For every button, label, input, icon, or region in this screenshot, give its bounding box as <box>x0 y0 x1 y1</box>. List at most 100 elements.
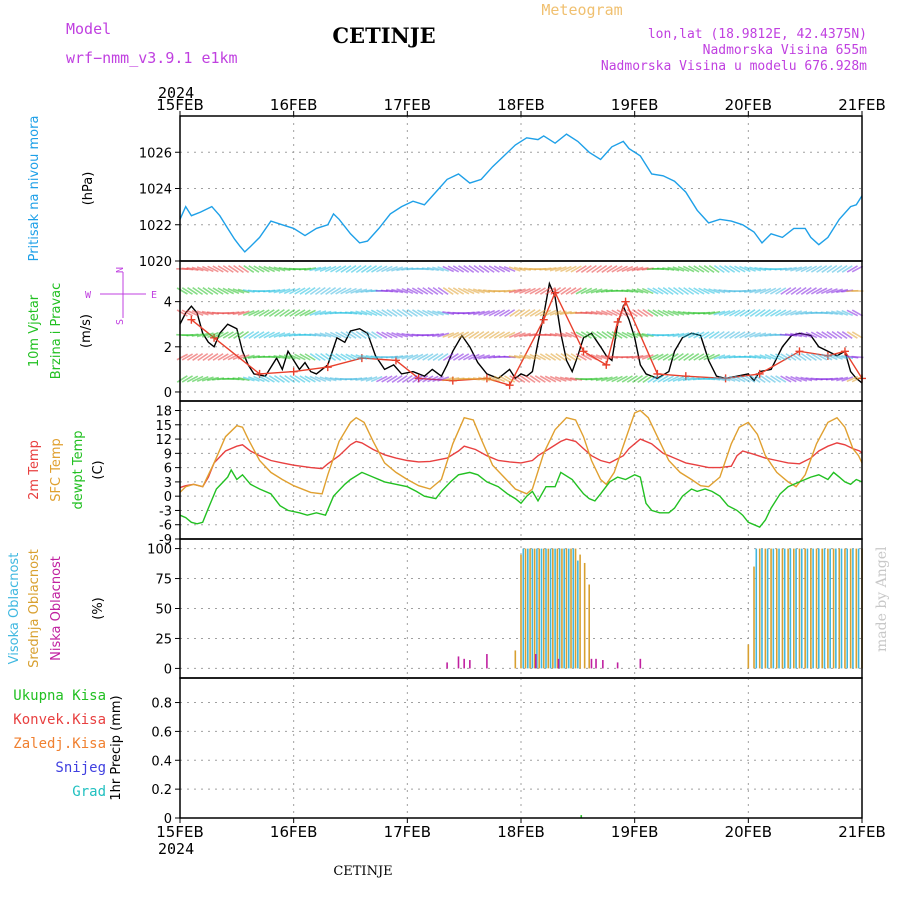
wind-arrow <box>427 353 439 361</box>
wind-arrow <box>447 287 459 295</box>
wind-arrow <box>810 331 823 339</box>
wind-arrow <box>212 353 224 361</box>
wind-arrow <box>616 331 628 339</box>
wind-arrow <box>202 265 214 273</box>
wind-arrow <box>667 266 680 272</box>
wind-arrow <box>493 265 506 273</box>
wind-arrow <box>831 330 843 340</box>
wind-arrow <box>422 353 434 361</box>
wind-arrow <box>483 330 495 340</box>
wind-arrow <box>360 376 373 382</box>
wind-arrow <box>381 265 393 273</box>
wind-arrow <box>498 309 511 317</box>
wind-arrow <box>754 288 767 294</box>
wind-arrow <box>314 352 326 362</box>
wind-arrow <box>288 353 301 361</box>
wind-arrow <box>232 353 245 361</box>
wind-arrow <box>841 265 853 273</box>
wind-arrow <box>222 353 234 361</box>
wind-arrow <box>836 265 848 273</box>
wind-arrow <box>534 353 547 361</box>
wind-arrow <box>376 375 388 383</box>
wind-arrow <box>319 266 332 272</box>
wind-arrow <box>519 308 531 318</box>
wind-arrow <box>698 265 710 273</box>
wind-arrow <box>667 333 680 337</box>
gust-marker <box>613 317 622 326</box>
wind-arrow <box>232 288 245 294</box>
wind-arrow <box>591 264 602 274</box>
wind-arrow <box>248 265 260 273</box>
top-xtick-label: 21FEB <box>838 96 885 114</box>
wind-arrow <box>754 374 766 384</box>
wind-panel: 0 2 4 10m Vjetar Brzina i Pravac (m/s) N W E S <box>27 260 866 402</box>
wind-arrow <box>713 354 726 360</box>
wind-arrow <box>381 309 393 317</box>
wind-arrow <box>462 287 475 295</box>
wind-arrow <box>458 331 470 339</box>
wind-arrow <box>268 309 280 317</box>
wind-arrow <box>396 308 408 318</box>
wind-arrow <box>192 286 204 296</box>
gust-marker <box>579 347 588 356</box>
wind-arrow <box>734 309 746 317</box>
wind-arrow <box>222 287 235 295</box>
wind-arrow <box>488 265 500 273</box>
wind-arrow <box>437 332 450 338</box>
wind-arrow <box>754 308 766 318</box>
wind-arrow <box>360 354 373 360</box>
wind-arrow <box>744 309 756 317</box>
wind-arrow <box>545 287 556 295</box>
wind-arrow <box>836 310 849 316</box>
wind-arrow <box>504 375 516 383</box>
wind-arrow <box>289 309 301 317</box>
wind-arrow <box>846 331 858 339</box>
wind-arrow <box>463 265 475 273</box>
wind-arrow <box>749 332 762 338</box>
wind-arrow <box>698 287 710 295</box>
wind-arrow <box>366 331 377 339</box>
wind-arrow <box>734 331 746 339</box>
wind-arrow <box>708 377 721 381</box>
wind-arrow <box>678 352 689 362</box>
wind-arrow <box>795 266 808 272</box>
wind-arrow <box>181 375 193 383</box>
wind-arrow <box>585 287 598 295</box>
wind-arrow <box>591 330 603 340</box>
wind-arrow <box>621 289 634 293</box>
temperature-ylabel: (C) <box>91 460 106 479</box>
temperature-ytick-label: 3 <box>164 476 172 491</box>
wind-arrow <box>385 289 399 293</box>
wind-arrow <box>371 265 383 273</box>
wind-arrow <box>678 286 689 296</box>
clouds-ylabel: Visoka Oblacnost <box>7 553 22 665</box>
wind-arrow <box>780 353 792 361</box>
wind-arrow <box>662 353 674 361</box>
wind-arrow <box>657 375 669 383</box>
wind-arrow <box>176 353 188 361</box>
wind-arrow <box>473 354 485 360</box>
wind-arrow <box>672 310 685 316</box>
wind-arrow <box>749 308 761 318</box>
wind-arrow <box>825 288 838 294</box>
wind-arrow <box>386 375 398 383</box>
gust-marker <box>187 315 196 324</box>
wind-arrow <box>278 288 291 294</box>
wind-arrow <box>508 331 521 339</box>
wind-arrow <box>534 309 546 317</box>
wind-arrow <box>815 287 828 295</box>
wind-arrow <box>795 376 808 382</box>
wind-arrow <box>790 266 803 272</box>
wind-arrow <box>452 287 465 295</box>
wind-arrow <box>191 333 204 337</box>
wind-arrow <box>238 264 250 274</box>
wind-arrow <box>350 288 363 294</box>
wind-arrow <box>273 355 286 359</box>
wind-arrow <box>386 309 398 317</box>
wind-arrow <box>586 264 597 274</box>
wind-arrow <box>816 265 828 273</box>
wind-arrow <box>595 376 608 382</box>
wind-arrow <box>442 332 455 338</box>
wind-arrow <box>565 331 577 339</box>
wind-arrow <box>186 309 199 317</box>
